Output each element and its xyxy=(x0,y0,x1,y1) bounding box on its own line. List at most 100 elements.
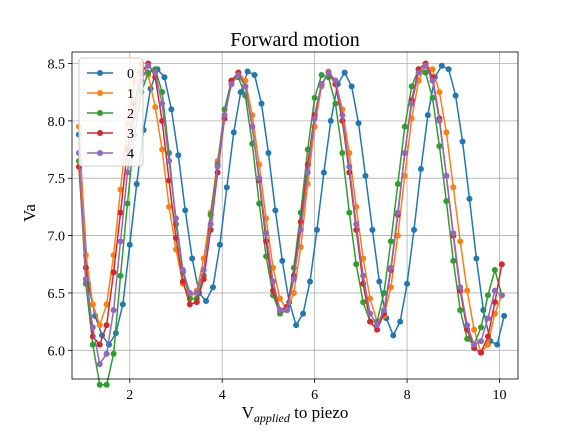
data-point-1 xyxy=(457,238,464,245)
y-tick-label: 6.5 xyxy=(48,287,66,302)
x-tick-label: 4 xyxy=(219,388,226,403)
data-point-2 xyxy=(436,143,443,150)
x-axis-label-base: V xyxy=(242,403,255,422)
data-point-3 xyxy=(374,326,381,333)
data-point-1 xyxy=(117,186,124,193)
data-point-4 xyxy=(235,71,242,78)
data-point-4 xyxy=(311,115,318,122)
data-point-1 xyxy=(429,66,436,73)
data-point-4 xyxy=(401,149,408,156)
data-point-4 xyxy=(214,163,221,170)
data-point-0 xyxy=(133,180,140,187)
data-point-0 xyxy=(355,120,362,127)
legend-marker-3 xyxy=(97,130,103,136)
data-point-4 xyxy=(179,267,186,273)
data-point-2 xyxy=(484,292,491,299)
data-point-1 xyxy=(387,284,394,291)
data-point-4 xyxy=(283,307,290,314)
data-point-1 xyxy=(484,341,491,348)
data-point-4 xyxy=(263,230,270,237)
data-point-0 xyxy=(272,207,279,214)
data-point-0 xyxy=(258,100,265,107)
data-point-0 xyxy=(293,322,300,329)
data-point-0 xyxy=(404,280,411,287)
data-point-4 xyxy=(297,226,304,233)
data-point-2 xyxy=(401,123,408,130)
data-point-4 xyxy=(408,100,415,107)
data-point-4 xyxy=(270,278,277,285)
data-point-4 xyxy=(360,272,367,279)
y-axis-label: Va xyxy=(20,204,39,222)
data-point-2 xyxy=(450,257,457,264)
data-point-0 xyxy=(189,255,196,262)
x-tick-label: 10 xyxy=(493,388,507,403)
data-point-2 xyxy=(96,381,103,388)
data-point-0 xyxy=(411,226,418,233)
ticks: 2 4 6 8 106.06.57.07.58.08.5 xyxy=(48,57,507,403)
data-point-0 xyxy=(279,257,286,264)
data-point-0 xyxy=(494,341,501,348)
data-point-0 xyxy=(348,83,355,90)
y-tick-label: 7.0 xyxy=(48,230,66,245)
data-point-4 xyxy=(443,172,450,179)
data-point-4 xyxy=(498,292,505,299)
data-point-0 xyxy=(216,241,223,248)
data-point-0 xyxy=(313,226,320,233)
data-point-4 xyxy=(166,158,173,164)
data-point-0 xyxy=(376,278,383,285)
data-point-4 xyxy=(117,238,124,245)
data-point-0 xyxy=(473,255,480,262)
data-point-2 xyxy=(124,200,131,207)
data-point-0 xyxy=(369,226,376,233)
data-point-4 xyxy=(221,112,228,119)
y-tick-label: 7.5 xyxy=(48,172,66,187)
data-point-4 xyxy=(228,81,235,88)
data-point-4 xyxy=(256,175,263,182)
chart-title: Forward motion xyxy=(230,29,359,51)
data-point-4 xyxy=(332,77,339,84)
data-point-4 xyxy=(193,289,200,296)
data-point-4 xyxy=(374,322,381,329)
data-point-4 xyxy=(429,77,436,84)
data-point-0 xyxy=(223,184,230,191)
data-point-0 xyxy=(119,301,126,308)
data-point-0 xyxy=(390,332,397,339)
data-point-0 xyxy=(175,152,182,159)
data-point-4 xyxy=(422,62,429,69)
data-point-1 xyxy=(166,203,173,210)
data-point-4 xyxy=(110,307,117,314)
data-point-2 xyxy=(103,381,110,388)
data-point-0 xyxy=(251,71,258,78)
data-point-4 xyxy=(89,324,96,331)
data-point-4 xyxy=(172,215,179,222)
data-point-2 xyxy=(318,71,325,78)
data-point-2 xyxy=(478,324,485,331)
data-point-3 xyxy=(304,161,311,168)
series-layer xyxy=(75,60,508,388)
data-point-4 xyxy=(207,221,214,228)
data-point-4 xyxy=(96,361,103,368)
y-tick-label: 8.0 xyxy=(48,115,66,130)
data-point-2 xyxy=(332,100,339,107)
y-tick-label: 8.5 xyxy=(48,57,66,72)
data-point-2 xyxy=(387,238,394,245)
data-point-0 xyxy=(209,284,216,291)
data-point-1 xyxy=(443,129,450,136)
data-point-0 xyxy=(161,74,168,81)
data-point-4 xyxy=(152,69,159,76)
data-point-4 xyxy=(304,169,311,176)
data-point-4 xyxy=(276,307,283,314)
data-point-0 xyxy=(126,241,133,248)
data-point-4 xyxy=(394,209,401,216)
data-point-3 xyxy=(179,278,186,285)
data-point-0 xyxy=(203,297,210,304)
x-tick-label: 6 xyxy=(311,388,318,403)
data-point-2 xyxy=(311,94,318,101)
data-point-4 xyxy=(471,341,478,348)
data-point-0 xyxy=(265,149,272,156)
data-point-0 xyxy=(501,312,508,319)
data-point-2 xyxy=(339,149,346,156)
data-point-2 xyxy=(394,180,401,187)
legend-box xyxy=(78,57,144,167)
